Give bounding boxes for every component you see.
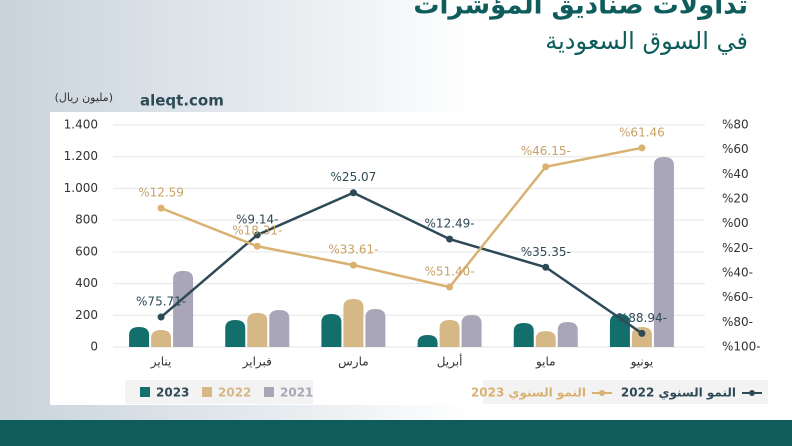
bar [225, 320, 246, 347]
x-tick-label: مايو [535, 355, 556, 370]
legend-label: 2022 [218, 386, 251, 400]
legend-label: النمو السنوي 2022 [621, 386, 736, 401]
bar [461, 314, 482, 347]
data-label: %75.71- [136, 295, 186, 309]
y-tick-label: 800 [75, 213, 98, 227]
y2-tick-label: %40- [722, 266, 753, 280]
bar [557, 321, 578, 347]
bar [417, 334, 438, 347]
data-label: %12.49- [425, 217, 475, 231]
bar [269, 310, 290, 347]
line-point [253, 242, 261, 250]
legend-label: 2021 [280, 386, 313, 400]
line [160, 191, 643, 335]
data-label: %51.40- [425, 265, 475, 279]
legend-marker [599, 390, 605, 396]
data-label: %18.31- [232, 224, 282, 238]
x-tick-label: مارس [338, 355, 369, 370]
legend-label: النمو السنوي 2023 [471, 386, 586, 401]
data-label: %61.46 [619, 125, 665, 139]
line-point [542, 163, 550, 171]
bar [365, 308, 386, 347]
bar [535, 331, 556, 347]
y-tick-label: 1.200 [64, 149, 98, 163]
line [160, 146, 643, 289]
source: aleqt.com [140, 92, 224, 110]
x-tick-label: فبراير [242, 355, 272, 370]
legend-label: 2023 [156, 386, 189, 400]
legend-marker [749, 390, 755, 396]
y-tick-label: 1.000 [64, 181, 98, 195]
line-point [253, 231, 261, 239]
x-tick-label: أبريل [437, 354, 463, 370]
chart-title: تداولات صناديق المؤشرات [413, 0, 748, 21]
y2-tick-label: %40 [722, 167, 749, 181]
data-label: %12.59 [138, 186, 184, 200]
y2-tick-label: %20 [722, 192, 749, 206]
line-point [638, 329, 646, 337]
y2-tick-label: %00 [722, 216, 749, 230]
panel [50, 112, 770, 405]
y-tick-label: 0 [90, 340, 98, 354]
y2-tick-label: %80 [722, 118, 749, 132]
line-point [446, 235, 454, 243]
x-tick-label: يناير [150, 355, 172, 370]
y-axis-label: (مليون ريال) [55, 91, 113, 104]
y2-tick-label: %80- [722, 315, 753, 329]
legend-box [125, 380, 313, 404]
line-point [157, 204, 165, 212]
line-point [638, 144, 646, 152]
legend-swatch [140, 387, 150, 397]
data-label: %35.35- [521, 245, 571, 259]
data-label: %9.14- [236, 212, 278, 226]
bar [653, 157, 674, 347]
y-tick-label: 1.400 [64, 118, 98, 132]
data-label: %46.15- [521, 144, 571, 158]
y2-tick-label: %60- [722, 290, 753, 304]
data-label: %25.07 [331, 170, 377, 184]
bar [631, 327, 652, 347]
data-label: %88.94- [617, 311, 667, 325]
legend-swatch [264, 387, 274, 397]
y-tick-label: 400 [75, 276, 98, 290]
bar [247, 312, 268, 347]
bar [321, 314, 342, 347]
y2-tick-label: %100- [722, 340, 761, 354]
bar [151, 330, 172, 347]
data-label: %33.61- [328, 243, 378, 257]
bar [173, 270, 194, 347]
bar [129, 327, 150, 347]
line-point [446, 283, 454, 291]
chart-subtitle: في السوق السعودية [545, 27, 748, 55]
x-tick-label: يونيو [630, 355, 654, 370]
line-point [157, 313, 165, 321]
y2-tick-label: %20- [722, 241, 753, 255]
legend-swatch [202, 387, 212, 397]
bar [513, 323, 534, 347]
legend-box [483, 380, 768, 404]
footer-bar [0, 420, 792, 446]
y-tick-label: 600 [75, 244, 98, 258]
bar [343, 298, 364, 347]
y-tick-label: 200 [75, 308, 98, 322]
y2-tick-label: %60 [722, 142, 749, 156]
line-point [542, 263, 550, 271]
line-point [349, 261, 357, 269]
bar [439, 320, 460, 347]
line-point [349, 189, 357, 197]
